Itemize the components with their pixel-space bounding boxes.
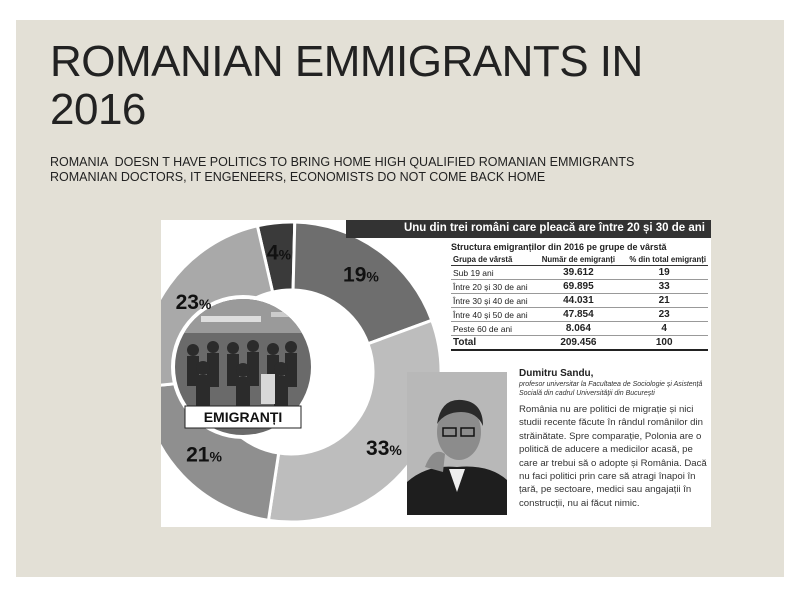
cell-pct: 21 bbox=[620, 293, 708, 308]
cell-group: Peste 60 de ani bbox=[451, 321, 537, 336]
donut-slice-label: 21% bbox=[186, 444, 222, 467]
table-row: Între 40 și 50 de ani 47.854 23 bbox=[451, 307, 708, 322]
donut-center-label: EMIGRANȚI bbox=[204, 409, 283, 425]
author-affiliation: profesor universitar la Facultatea de So… bbox=[519, 381, 703, 397]
donut-slice-label: 33% bbox=[366, 437, 402, 460]
slide-subtitle: ROMANIA DOESN T HAVE POLITICS TO BRING H… bbox=[50, 155, 634, 185]
header-pct: % din total emigranți bbox=[620, 254, 708, 266]
cell-pct: 33 bbox=[620, 279, 708, 294]
cell-group: Între 20 și 30 de ani bbox=[451, 279, 537, 294]
cell-group: Sub 19 ani bbox=[451, 265, 537, 280]
table-row: Sub 19 ani 39.612 19 bbox=[451, 265, 708, 280]
table-row: Între 30 și 40 de ani 44.031 21 bbox=[451, 293, 708, 308]
emigrants-table: Grupa de vârstă Număr de emigranți % din… bbox=[451, 254, 708, 351]
cell-group: Între 40 și 50 de ani bbox=[451, 307, 537, 322]
cell-count: 69.895 bbox=[536, 279, 621, 294]
total-pct: 100 bbox=[620, 335, 708, 351]
donut-slice-label: 23% bbox=[176, 291, 212, 314]
cell-count: 8.064 bbox=[536, 321, 621, 336]
subtitle-line-1: ROMANIA DOESN T HAVE POLITICS TO BRING H… bbox=[50, 155, 635, 169]
donut-slice-label: 19% bbox=[343, 263, 379, 286]
subtitle-line-2: ROMANIAN DOCTORS, IT ENGENEERS, ECONOMIS… bbox=[50, 170, 546, 184]
donut-slice-label: 4% bbox=[267, 242, 292, 265]
total-label: Total bbox=[451, 335, 537, 351]
banner-text: Unu din trei români care pleacă are într… bbox=[403, 222, 705, 234]
donut-slice bbox=[291, 220, 434, 346]
cell-count: 47.854 bbox=[536, 307, 621, 322]
author-quote: România nu are politici de migrație și n… bbox=[519, 404, 707, 509]
total-count: 209.456 bbox=[536, 335, 621, 351]
table-row: Peste 60 de ani 8.064 4 bbox=[451, 321, 708, 336]
author-photo bbox=[407, 372, 507, 515]
cell-pct: 4 bbox=[620, 321, 708, 336]
table-row: Între 20 și 30 de ani 69.895 33 bbox=[451, 279, 708, 294]
slide: ROMANIAN EMMIGRANTS IN 2016 ROMANIA DOES… bbox=[16, 20, 784, 577]
cell-group: Între 30 și 40 de ani bbox=[451, 293, 537, 308]
slide-title: ROMANIAN EMMIGRANTS IN 2016 bbox=[50, 37, 643, 134]
donut-chart: EMIGRANȚI 4% 19% 33% 21% 23% bbox=[161, 220, 443, 524]
table-header-row: Grupa de vârstă Număr de emigranți % din… bbox=[451, 254, 708, 266]
headline-banner: Unu din trei români care pleacă are într… bbox=[346, 220, 711, 238]
cell-count: 39.612 bbox=[536, 265, 621, 280]
cell-pct: 23 bbox=[620, 307, 708, 322]
author-name: Dumitru Sandu, bbox=[519, 368, 594, 379]
table-total-row: Total 209.456 100 bbox=[451, 335, 708, 351]
header-group: Grupa de vârstă bbox=[451, 254, 537, 266]
table-title: Structura emigranților din 2016 pe grupe… bbox=[451, 242, 667, 252]
header-count: Număr de emigranți bbox=[536, 254, 621, 266]
cell-pct: 19 bbox=[620, 265, 708, 280]
cell-count: 44.031 bbox=[536, 293, 621, 308]
newspaper-figure: EMIGRANȚI 4% 19% 33% 21% 23% Unu din trei ro… bbox=[161, 220, 711, 527]
